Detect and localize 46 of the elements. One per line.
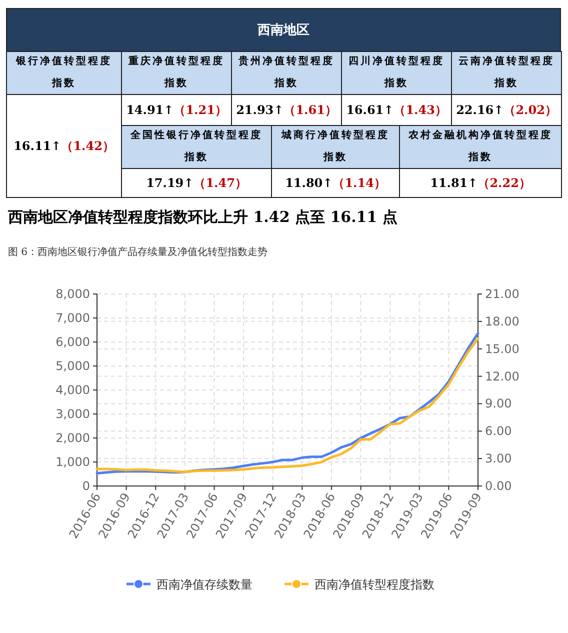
y-tick-label: 1,000 (56, 455, 90, 469)
y2-tick-label: 15.00 (485, 342, 520, 356)
y2-tick-label: 12.00 (485, 369, 520, 384)
text: 云南净值转型程度指数 (451, 51, 562, 95)
y-tick-label: 8,000 (56, 287, 90, 301)
y-tick-label: 7,000 (56, 311, 90, 325)
y-tick-label: 3,000 (56, 407, 90, 421)
text: 22.16↑ (456, 103, 504, 117)
y-tick-label: 2,000 (56, 431, 90, 445)
text: 16.61↑ (346, 103, 394, 117)
text: （1.14） (332, 174, 386, 192)
y2-tick-label: 21.00 (485, 287, 520, 301)
text: 贵州净值转型程度指数 (231, 51, 342, 95)
text: （1.43） (394, 102, 447, 118)
text: 重庆净值转型程度指数 (121, 51, 232, 95)
text: 21.93↑ (236, 103, 284, 117)
legend-label: 西南净值存续数量 (156, 578, 252, 592)
y-tick-label: 0 (82, 479, 90, 493)
text: 西南地区 (6, 8, 561, 52)
y2-tick-label: 0.00 (485, 479, 512, 493)
text: 城商行净值转型程度指数 (271, 125, 400, 169)
chart-title: 西南地区净值转型程度指数环比上升 1.42 点至 16.11 点 (8, 208, 398, 228)
text: 16.11↑ (14, 139, 62, 153)
text: 农村金融机构净值转型程度指数 (399, 125, 562, 169)
text: （2.22） (478, 174, 531, 192)
text: 17.19↑ (146, 176, 194, 190)
y2-tick-label: 6.00 (485, 424, 512, 438)
text: 全国性银行净值转型程度指数 (121, 125, 272, 169)
y-tick-label: 4,000 (56, 383, 90, 397)
text: （1.21） (174, 102, 227, 118)
text: 11.80↑ (285, 176, 333, 190)
y2-tick-label: 18.00 (485, 314, 520, 328)
chart-subtitle: 图 6：西南地区银行净值产品存续量及净值化转型指数走势 (8, 246, 269, 260)
y2-tick-label: 9.00 (485, 396, 512, 411)
text: 银行净值转型程度指数 (6, 51, 122, 95)
text: 四川净值转型程度指数 (341, 51, 452, 95)
text: 11.81↑ (430, 176, 478, 190)
y-tick-label: 6,000 (56, 335, 90, 349)
y2-tick-label: 3.00 (485, 452, 512, 466)
text: （1.61） (284, 102, 337, 118)
text: （2.02） (504, 102, 557, 118)
text: （1.47） (194, 174, 247, 192)
text: （1.42） (61, 138, 114, 154)
text: 14.91↑ (126, 103, 174, 117)
y-tick-label: 5,000 (56, 359, 90, 373)
legend-label: 西南净值转型程度指数 (314, 578, 434, 592)
